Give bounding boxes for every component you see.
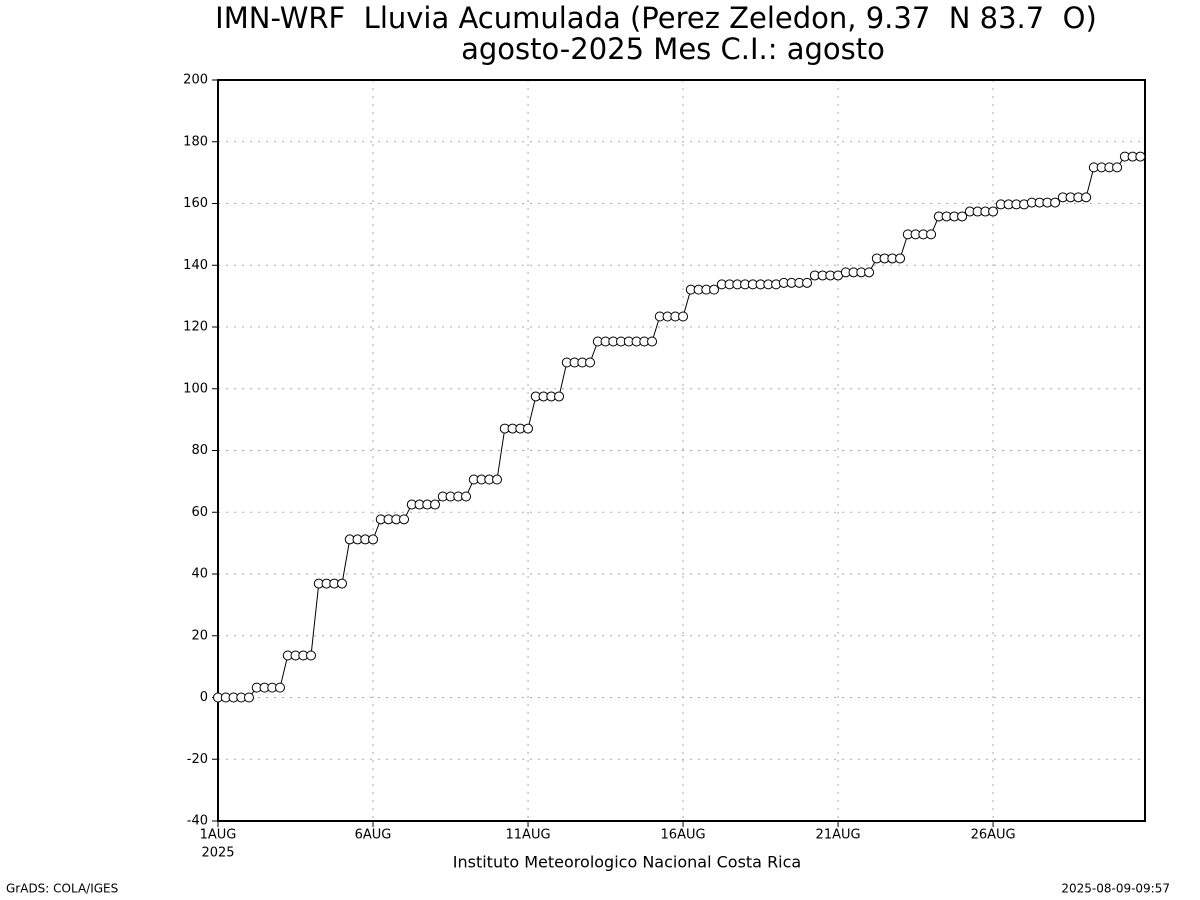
data-point bbox=[1112, 162, 1123, 173]
x-tick-label: 1AUG bbox=[200, 828, 237, 843]
data-point bbox=[647, 336, 658, 347]
data-point bbox=[1050, 197, 1061, 208]
data-point bbox=[275, 682, 286, 693]
x-tick-label: 26AUG bbox=[971, 828, 1016, 843]
y-tick-label: 180 bbox=[183, 134, 208, 149]
data-point bbox=[678, 311, 689, 322]
data-line bbox=[218, 156, 1141, 698]
y-tick-label: 120 bbox=[183, 320, 208, 335]
chart-title: IMN-WRF Lluvia Acumulada (Perez Zeledon,… bbox=[215, 1, 1097, 35]
data-point bbox=[430, 499, 441, 510]
y-tick-label: 80 bbox=[191, 443, 208, 458]
x-tick-label: 6AUG bbox=[355, 828, 392, 843]
chart-subtitle: agosto-2025 Mes C.I.: agosto bbox=[461, 32, 885, 66]
y-tick-label: 200 bbox=[183, 73, 208, 88]
data-point bbox=[1135, 151, 1146, 162]
y-tick-label: 20 bbox=[191, 628, 208, 643]
data-point bbox=[461, 491, 472, 502]
footer-right: 2025-08-09-09:57 bbox=[1061, 882, 1170, 896]
plot-frame bbox=[217, 79, 1146, 822]
y-tick-label: -20 bbox=[187, 752, 208, 767]
data-point bbox=[306, 650, 317, 661]
y-tick-label: 140 bbox=[183, 258, 208, 273]
data-point bbox=[802, 277, 813, 288]
x-tick-label: 21AUG bbox=[816, 828, 861, 843]
y-tick-label: 40 bbox=[191, 567, 208, 582]
x-year: 2025 bbox=[201, 846, 234, 861]
data-point bbox=[337, 578, 348, 589]
data-point bbox=[895, 253, 906, 264]
data-point bbox=[368, 534, 379, 545]
data-point bbox=[864, 267, 875, 278]
data-point bbox=[926, 229, 937, 240]
x-axis-label: Instituto Meteorologico Nacional Costa R… bbox=[453, 853, 801, 872]
y-tick-label: 100 bbox=[183, 381, 208, 396]
data-point bbox=[244, 692, 255, 703]
x-tick-label: 11AUG bbox=[506, 828, 551, 843]
y-tick-label: 160 bbox=[183, 196, 208, 211]
data-point bbox=[523, 423, 534, 434]
footer-left: GrADS: COLA/IGES bbox=[6, 882, 118, 896]
data-point bbox=[399, 514, 410, 525]
y-tick-label: -40 bbox=[187, 814, 208, 829]
data-point bbox=[988, 206, 999, 217]
data-point bbox=[554, 391, 565, 402]
data-point bbox=[492, 474, 503, 485]
y-tick-label: 0 bbox=[200, 690, 208, 705]
y-tick-label: 60 bbox=[191, 505, 208, 520]
data-point bbox=[1081, 192, 1092, 203]
data-point bbox=[709, 284, 720, 295]
data-point bbox=[957, 211, 968, 222]
x-tick-label: 16AUG bbox=[661, 828, 706, 843]
data-point bbox=[585, 357, 596, 368]
